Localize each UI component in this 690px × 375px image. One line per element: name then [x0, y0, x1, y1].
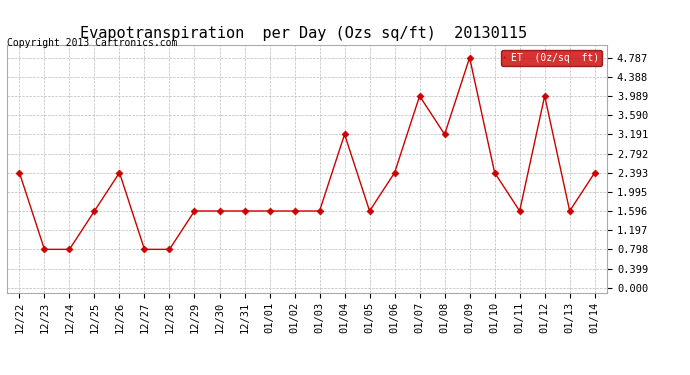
Text: Evapotranspiration  per Day (Ozs sq/ft)  20130115: Evapotranspiration per Day (Ozs sq/ft) 2… [80, 26, 527, 41]
Text: Copyright 2013 Cartronics.com: Copyright 2013 Cartronics.com [7, 38, 177, 48]
Legend: ET  (0z/sq  ft): ET (0z/sq ft) [501, 50, 602, 66]
